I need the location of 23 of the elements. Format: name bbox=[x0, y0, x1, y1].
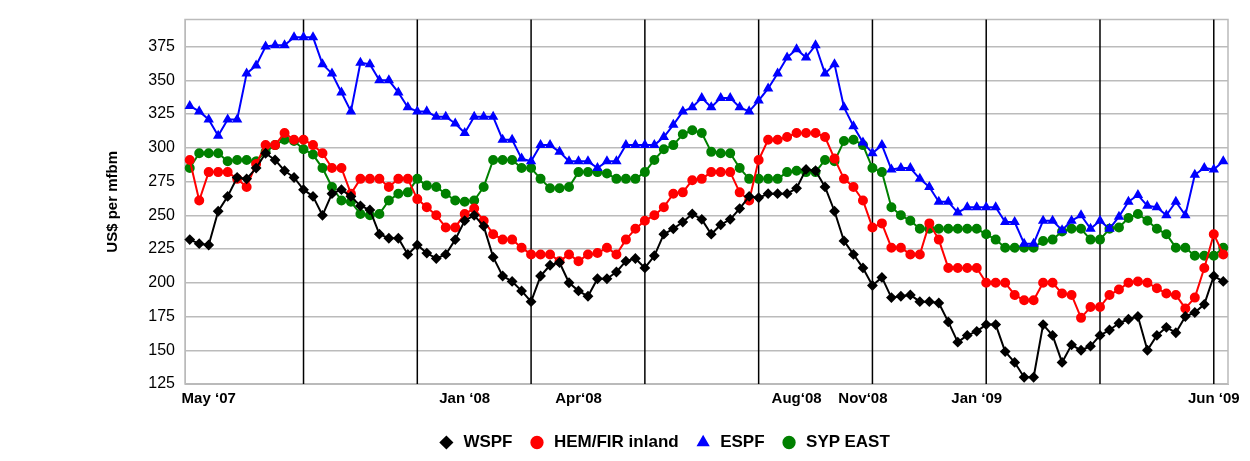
x-tick-label: Jan ‘08 bbox=[439, 389, 491, 407]
y-tick-label: 300 bbox=[148, 138, 176, 156]
y-tick-label: 175 bbox=[148, 306, 176, 324]
x-tick-label: Jan ‘09 bbox=[951, 389, 1003, 407]
legend-label: SYP EAST bbox=[806, 432, 891, 452]
legend-label: ESPF bbox=[720, 432, 765, 452]
x-tick-label: Aug‘08 bbox=[771, 389, 822, 407]
y-tick-label: 375 bbox=[148, 37, 176, 54]
y-axis-title: US$ per mfbm bbox=[103, 150, 121, 253]
y-tick-label: 225 bbox=[148, 239, 176, 257]
legend-label: HEM/FIR inland bbox=[553, 432, 679, 452]
y-tick-label: 350 bbox=[148, 70, 176, 88]
y-tick-label: 200 bbox=[148, 273, 176, 291]
y-tick-label: 125 bbox=[148, 374, 176, 392]
legend-label: WSPF bbox=[463, 432, 513, 452]
x-tick-label: Jun ‘09 bbox=[1187, 389, 1240, 407]
y-tick-label: 275 bbox=[148, 171, 176, 189]
x-tick-label: Apr‘08 bbox=[555, 389, 602, 407]
x-tick-label: May ‘07 bbox=[181, 389, 236, 407]
y-tick-label: 325 bbox=[148, 104, 176, 122]
y-tick-label: 250 bbox=[148, 205, 176, 223]
y-tick-label: 150 bbox=[148, 340, 176, 358]
x-tick-label: Nov‘08 bbox=[838, 389, 888, 407]
